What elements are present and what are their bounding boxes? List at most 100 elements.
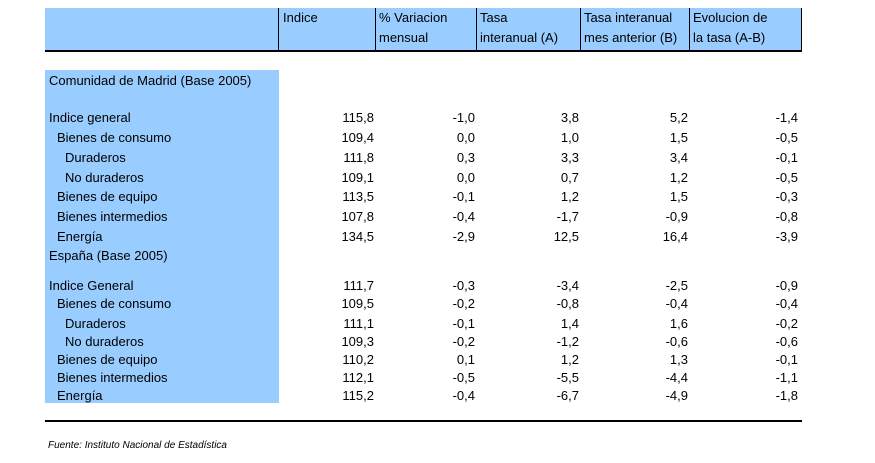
table-row: Duraderos 111,8 0,3 3,3 3,4 -0,1 — [0, 149, 875, 167]
row-label: No duraderos — [65, 170, 144, 185]
cell-v5: -0,3 — [775, 189, 798, 204]
cell-v5: -0,1 — [775, 352, 798, 367]
cell-v5: -0,4 — [775, 296, 798, 311]
cell-v5: -0,5 — [775, 170, 798, 185]
header-variacion-mensual: % Variacion mensual — [379, 10, 448, 45]
cell-v1: 134,5 — [341, 229, 374, 244]
cell-v2: 0,0 — [456, 130, 475, 145]
row-label: Bienes intermedios — [57, 370, 168, 385]
header-label-cell — [45, 8, 278, 50]
cell-v1: 115,8 — [342, 110, 374, 125]
row-label: Bienes de consumo — [57, 130, 172, 145]
header-bottom-rule — [45, 50, 802, 52]
cell-v4: 5,2 — [669, 110, 688, 125]
cell-v5: -1,4 — [775, 110, 798, 125]
cell-v1: 107,8 — [341, 209, 374, 224]
cell-v5: -1,1 — [775, 370, 798, 385]
cell-v1: 109,3 — [341, 334, 374, 349]
table-row: Bienes de equipo 110,2 0,1 1,2 1,3 -0,1 — [0, 351, 875, 369]
cell-v3: -3,4 — [556, 278, 579, 293]
cell-v1: 115,2 — [342, 388, 374, 403]
cell-v1: 113,5 — [342, 189, 374, 204]
cell-v4: -0,6 — [665, 334, 688, 349]
section-title-madrid: Comunidad de Madrid (Base 2005) — [49, 73, 252, 88]
cell-v3: -0,8 — [556, 296, 579, 311]
cell-v2: -2,9 — [452, 229, 475, 244]
cell-v4: -0,9 — [665, 209, 688, 224]
cell-v3: -6,7 — [556, 388, 579, 403]
table-row: No duraderos 109,1 0,0 0,7 1,2 -0,5 — [0, 169, 875, 187]
cell-v3: -1,2 — [556, 334, 579, 349]
cell-v2: 0,0 — [456, 170, 475, 185]
cell-v3: 12,5 — [553, 229, 579, 244]
table-row: Duraderos 111,1 -0,1 1,4 1,6 -0,2 — [0, 315, 875, 333]
cell-v3: -1,7 — [556, 209, 579, 224]
table-row: Bienes de equipo 113,5 -0,1 1,2 1,5 -0,3 — [0, 188, 875, 206]
row-label: Bienes de equipo — [57, 189, 158, 204]
header-indice: Indice — [283, 10, 318, 25]
table-row: Bienes intermedios 107,8 -0,4 -1,7 -0,9 -0,8 — [0, 208, 875, 226]
cell-v3: 1,0 — [560, 130, 579, 145]
table-row: Bienes de consumo 109,4 0,0 1,0 1,5 -0,5 — [0, 129, 875, 147]
row-label: Bienes intermedios — [57, 209, 168, 224]
cell-v5: -0,2 — [775, 316, 798, 331]
cell-v5: -0,8 — [775, 209, 798, 224]
cell-v4: 3,4 — [669, 150, 688, 165]
cell-v5: -0,1 — [775, 150, 798, 165]
cell-v4: 1,2 — [669, 170, 688, 185]
cell-v1: 111,7 — [343, 278, 374, 293]
cell-v2: -0,2 — [452, 296, 475, 311]
table-row: Indice General 111,7 -0,3 -3,4 -2,5 -0,9 — [0, 277, 875, 295]
row-label: Energía — [57, 229, 103, 244]
cell-v2: -0,1 — [452, 316, 475, 331]
cell-v4: 1,3 — [669, 352, 688, 367]
cell-v2: -0,1 — [452, 189, 475, 204]
cell-v2: 0,3 — [456, 150, 475, 165]
cell-v3: 1,2 — [560, 352, 579, 367]
cell-v1: 109,5 — [341, 296, 374, 311]
header-divider — [476, 8, 477, 50]
header-divider — [801, 8, 802, 50]
cell-v4: -0,4 — [665, 296, 688, 311]
cell-v1: 111,8 — [343, 150, 374, 165]
cell-v4: -2,5 — [665, 278, 688, 293]
cell-v4: 1,5 — [669, 189, 688, 204]
cell-v2: -0,4 — [452, 209, 475, 224]
cell-v2: -0,3 — [452, 278, 475, 293]
cell-v2: -0,2 — [452, 334, 475, 349]
cell-v4: 1,5 — [669, 130, 688, 145]
cell-v5: -0,9 — [775, 278, 798, 293]
cell-v1: 111,1 — [343, 316, 374, 331]
cell-v3: 1,4 — [560, 316, 579, 331]
row-label: Duraderos — [65, 150, 126, 165]
table-row: Energía 115,2 -0,4 -6,7 -4,9 -1,8 — [0, 387, 875, 405]
cell-v5: -0,5 — [775, 130, 798, 145]
cell-v2: -1,0 — [452, 110, 475, 125]
cell-v4: 16,4 — [662, 229, 688, 244]
row-label: Bienes de consumo — [57, 296, 172, 311]
cell-v1: 112,1 — [342, 370, 374, 385]
table-row: Energía 134,5 -2,9 12,5 16,4 -3,9 — [0, 228, 875, 246]
header-band — [279, 8, 802, 50]
header-divider — [375, 8, 376, 50]
cell-v5: -1,8 — [775, 388, 798, 403]
cell-v4: -4,4 — [665, 370, 688, 385]
cell-v5: -3,9 — [775, 229, 798, 244]
header-divider — [278, 8, 279, 50]
cell-v3: 3,3 — [560, 150, 579, 165]
cell-v3: -5,5 — [556, 370, 579, 385]
cell-v3: 0,7 — [560, 170, 579, 185]
row-label: Energía — [57, 388, 103, 403]
label-column-band — [45, 70, 279, 403]
cell-v5: -0,6 — [775, 334, 798, 349]
header-divider — [580, 8, 581, 50]
row-label: No duraderos — [65, 334, 144, 349]
row-label: Bienes de equipo — [57, 352, 158, 367]
row-label: Indice general — [49, 110, 131, 125]
cell-v2: -0,4 — [452, 388, 475, 403]
cell-v2: 0,1 — [456, 352, 475, 367]
cell-v4: 1,6 — [669, 316, 688, 331]
cell-v1: 110,2 — [342, 352, 374, 367]
cell-v1: 109,1 — [341, 170, 374, 185]
cell-v3: 1,2 — [560, 189, 579, 204]
